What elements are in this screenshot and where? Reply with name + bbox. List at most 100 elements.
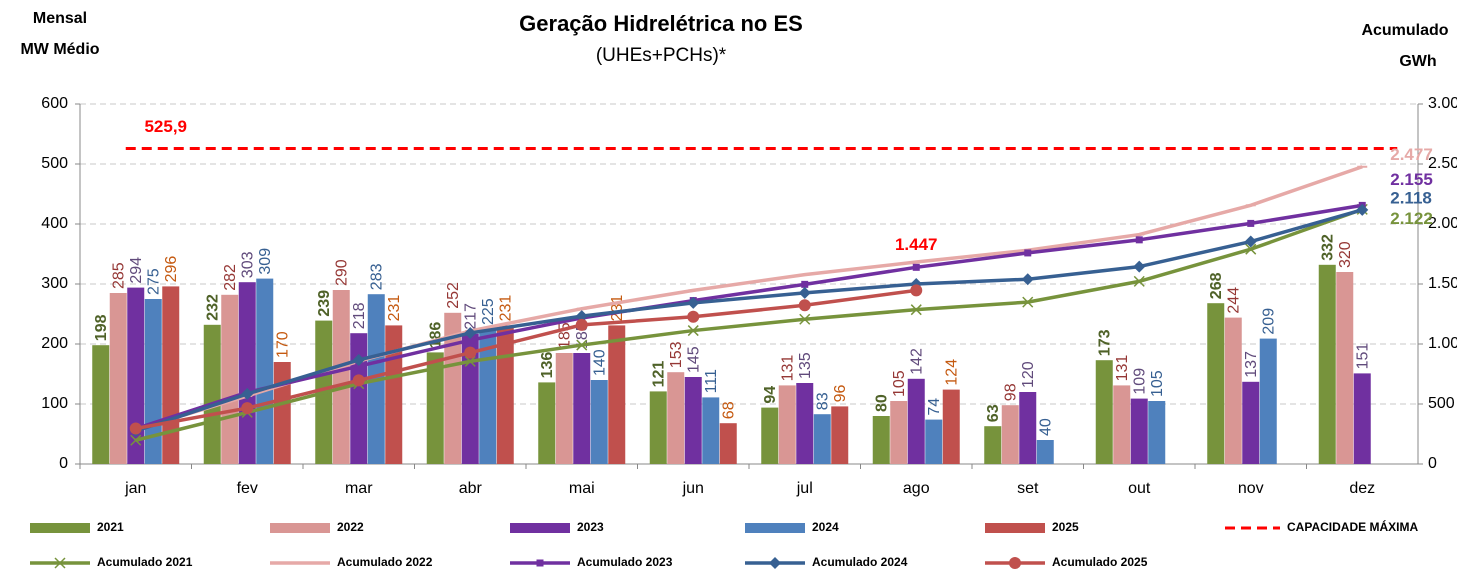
cumulative-line [135, 208, 1363, 433]
line-marker [799, 313, 811, 325]
bar [350, 333, 368, 464]
line-marker [464, 355, 476, 367]
y-tick-label: 600 [41, 95, 68, 112]
bar [127, 287, 145, 464]
bar-value-label: 63 [985, 404, 1002, 422]
bar-value-label: 198 [93, 314, 110, 341]
bar [831, 406, 849, 464]
legend-label: 2021 [97, 520, 124, 534]
bar-value-label: 68 [720, 401, 737, 419]
bar-value-label: 173 [1096, 329, 1113, 356]
cumulative-line [135, 207, 1363, 442]
line-marker [1024, 249, 1032, 257]
bar [1019, 392, 1037, 464]
legend-label: Acumulado 2023 [577, 555, 673, 569]
cumulative-line [135, 203, 1363, 431]
bar [109, 293, 127, 464]
bar-value-label: 109 [1131, 368, 1148, 395]
line-marker [1022, 296, 1034, 308]
bar [761, 407, 779, 464]
line-marker [1009, 557, 1021, 569]
y-tick-label: 300 [41, 275, 68, 292]
bar-value-label: 124 [943, 359, 960, 386]
bar-value-label: 231 [386, 295, 403, 322]
bar [1259, 338, 1277, 464]
chart-subtitle: (UHEs+PCHs)* [596, 45, 727, 66]
bar [385, 325, 403, 464]
line-marker [1135, 236, 1143, 244]
legend-swatch [985, 523, 1045, 533]
line-marker [1021, 273, 1034, 286]
bar-value-label: 209 [1260, 308, 1277, 335]
bar-value-label: 121 [650, 361, 667, 388]
y-axis-title: Mensal [33, 10, 87, 27]
x-tick-label: fev [237, 480, 258, 497]
bar [573, 353, 591, 464]
y2-tick-label: 1.000 [1428, 335, 1457, 352]
bar-value-label: 151 [1354, 343, 1371, 370]
line-marker [687, 325, 699, 337]
line-marker [466, 336, 474, 344]
bar [890, 401, 908, 464]
line-marker [355, 362, 363, 370]
bar-value-label: 140 [591, 349, 608, 376]
line-marker [769, 557, 781, 569]
bar-value-label: 142 [908, 348, 925, 375]
legend-label: 2022 [337, 520, 364, 534]
line-marker [352, 353, 365, 366]
bar-value-label: 40 [1037, 418, 1054, 436]
bar [684, 377, 702, 464]
bar-value-label: 98 [1002, 383, 1019, 401]
bar [203, 324, 221, 464]
bar [1207, 303, 1225, 464]
bar-value-label: 218 [351, 302, 368, 329]
bar [778, 385, 796, 464]
bar [942, 389, 960, 464]
x-tick-label: jul [796, 480, 813, 497]
bar-value-label: 303 [239, 251, 256, 278]
bar [872, 416, 890, 464]
line-marker [1133, 275, 1145, 287]
x-tick-label: jan [124, 480, 146, 497]
y-axis-title: MW Médio [20, 41, 99, 58]
bar-value-label: 145 [685, 346, 702, 373]
bar [144, 299, 162, 464]
bar [719, 423, 737, 464]
cumulative-line [135, 288, 917, 431]
line-marker [576, 339, 588, 351]
bar [1224, 317, 1242, 464]
bar-value-label: 136 [539, 352, 556, 379]
x-tick-label: mar [345, 480, 373, 497]
bar-value-label: 83 [814, 392, 831, 410]
legend-label: 2024 [812, 520, 839, 534]
bar [555, 353, 573, 464]
bar [608, 325, 626, 464]
y2-axis-title: Acumulado [1361, 22, 1448, 39]
bar-value-label: 290 [333, 259, 350, 286]
bar-value-label: 217 [462, 303, 479, 330]
bar [332, 290, 350, 464]
bar [92, 345, 110, 464]
bar [1336, 272, 1354, 464]
line-marker [912, 263, 920, 271]
y2-tick-label: 3.000 [1428, 95, 1457, 112]
line-marker [575, 318, 588, 331]
bar-value-label: 120 [1020, 361, 1037, 388]
line-marker [910, 284, 923, 297]
line-marker [1356, 203, 1369, 216]
bar [702, 397, 720, 464]
bar-value-label: 231 [609, 295, 626, 322]
bar-value-label: 283 [368, 263, 385, 290]
bar [1353, 373, 1371, 464]
legend-label: Acumulado 2022 [337, 555, 433, 569]
legend-label: Acumulado 2024 [812, 555, 908, 569]
line-marker [1244, 235, 1257, 248]
y-tick-label: 400 [41, 215, 68, 232]
bar [984, 426, 1002, 464]
y2-tick-label: 2.500 [1428, 155, 1457, 172]
bar [907, 378, 925, 464]
legend-swatch [510, 523, 570, 533]
x-tick-label: mai [569, 480, 595, 497]
x-tick-label: ago [903, 480, 930, 497]
line-value-label: 1.447 [895, 235, 938, 254]
